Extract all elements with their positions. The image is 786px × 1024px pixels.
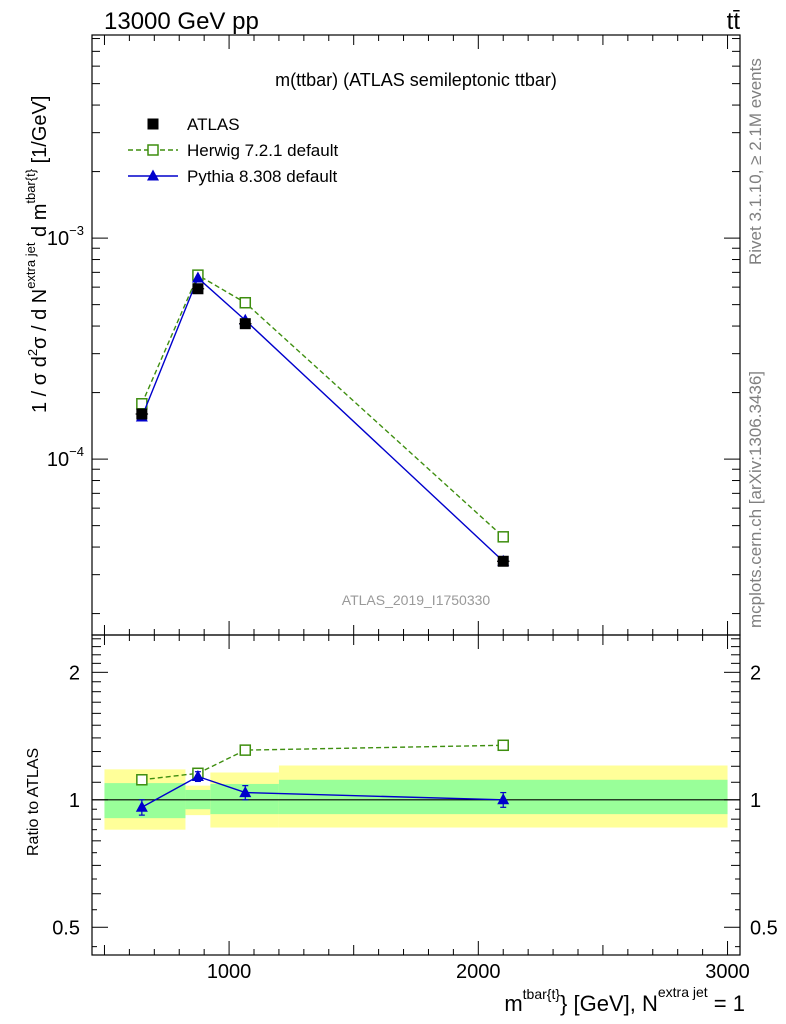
energy-label: 13000 GeV pp (104, 8, 259, 35)
ratio-y-axis-label: Ratio to ATLAS (25, 748, 42, 856)
legend-atlas-marker (147, 118, 159, 130)
x-tick-label-0: 1000 (207, 961, 252, 983)
x-tick-label-2: 3000 (705, 961, 750, 983)
ratio-y-tick-label-right-2: 0.5 (750, 917, 778, 939)
ratio-pythia-point-1 (191, 770, 204, 782)
process-label: tt̄ (727, 8, 741, 35)
x-label-c: = 1 (708, 991, 745, 1016)
ratio-y-tick-label-left-1: 1 (69, 790, 80, 812)
main-atlas-point-3 (497, 555, 509, 567)
main-atlas-point-0 (136, 408, 148, 420)
main-y-tick-exponent: −4 (69, 444, 84, 459)
legend-pythia-label: Pythia 8.308 default (187, 167, 338, 186)
ratio-herwig-point-3 (497, 739, 509, 752)
band-inner-0 (104, 783, 186, 819)
ratio-pythia-point-3 (497, 793, 510, 805)
main-y-tick-label-0: 10−3 (47, 223, 84, 250)
mcplots-label: mcplots.cern.ch [arXiv:1306.3436] (746, 371, 765, 628)
ratio-y-tick-label-right-0: 2 (750, 662, 761, 684)
x-label-a: m (504, 991, 522, 1016)
main-atlas-point-1 (192, 283, 204, 295)
y-label-sup-extra: extra jet (23, 242, 38, 289)
y-label-c: d m (29, 204, 51, 243)
main-series-layer (135, 269, 510, 567)
ratio-y-tick-label-right-1: 1 (750, 790, 761, 812)
main-y-tick-mantissa: 10 (47, 228, 69, 250)
x-label-sup-extra: extra jet (658, 984, 708, 1000)
rivet-label: Rivet 3.1.10, ≥ 2.1M events (746, 58, 765, 265)
axis-ticks (92, 35, 740, 955)
main-y-axis-label: 1 / σ d2σ / d Nextra jet d mtbar{t} [1/G… (23, 96, 51, 413)
analysis-watermark: ATLAS_2019_I1750330 (342, 592, 491, 608)
ratio-pythia-point-2 (239, 786, 252, 798)
ratio-herwig-line (141, 744, 504, 781)
legend-herwig-marker (147, 144, 159, 156)
ratio-pythia-point-0 (135, 800, 148, 812)
main-herwig-point-3 (497, 531, 509, 543)
main-y-tick-exponent: −3 (69, 223, 84, 238)
main-atlas-point-2 (239, 318, 251, 330)
ratio-y-tick-label-left-2: 0.5 (52, 917, 80, 939)
ratio-series-layer (135, 739, 510, 816)
ratio-herwig-point-0 (136, 774, 148, 786)
ratio-panel-frame (91, 634, 741, 956)
x-tick-label-1: 2000 (456, 961, 501, 983)
plot-title: m(ttbar) (ATLAS semileptonic ttbar) (275, 70, 557, 90)
ratio-herwig-point-2 (239, 744, 252, 756)
main-herwig-line (141, 274, 504, 538)
legend-herwig-label: Herwig 7.2.1 default (187, 141, 338, 160)
legend-atlas-label: ATLAS (187, 115, 240, 134)
y-label-a: 1 / σ d (29, 356, 51, 413)
x-label-sup-tbar: tbar{t} (523, 986, 561, 1002)
y-label-sup-tbar: tbar{t} (23, 168, 38, 203)
x-label-b: } [GeV], N (560, 991, 658, 1016)
legend: ATLAS Herwig 7.2.1 default Pythia 8.308 de… (128, 115, 338, 186)
legend-pythia-marker (147, 169, 159, 181)
x-axis-label: mtbar{t}} [GeV], Nextra jet = 1 (504, 984, 745, 1016)
main-y-tick-label-1: 10−4 (47, 444, 84, 471)
main-y-tick-mantissa: 10 (47, 449, 69, 471)
main-pythia-point-1 (191, 271, 204, 283)
main-pythia-line (141, 276, 504, 562)
y-label-d: [1/GeV] (29, 96, 51, 169)
main-herwig-point-2 (239, 296, 252, 309)
y-label-b: σ / d N (29, 289, 51, 349)
y-label-sup-2: 2 (25, 349, 40, 356)
ratio-pythia-line (141, 775, 504, 808)
ratio-y-tick-label-left-0: 2 (69, 662, 80, 684)
